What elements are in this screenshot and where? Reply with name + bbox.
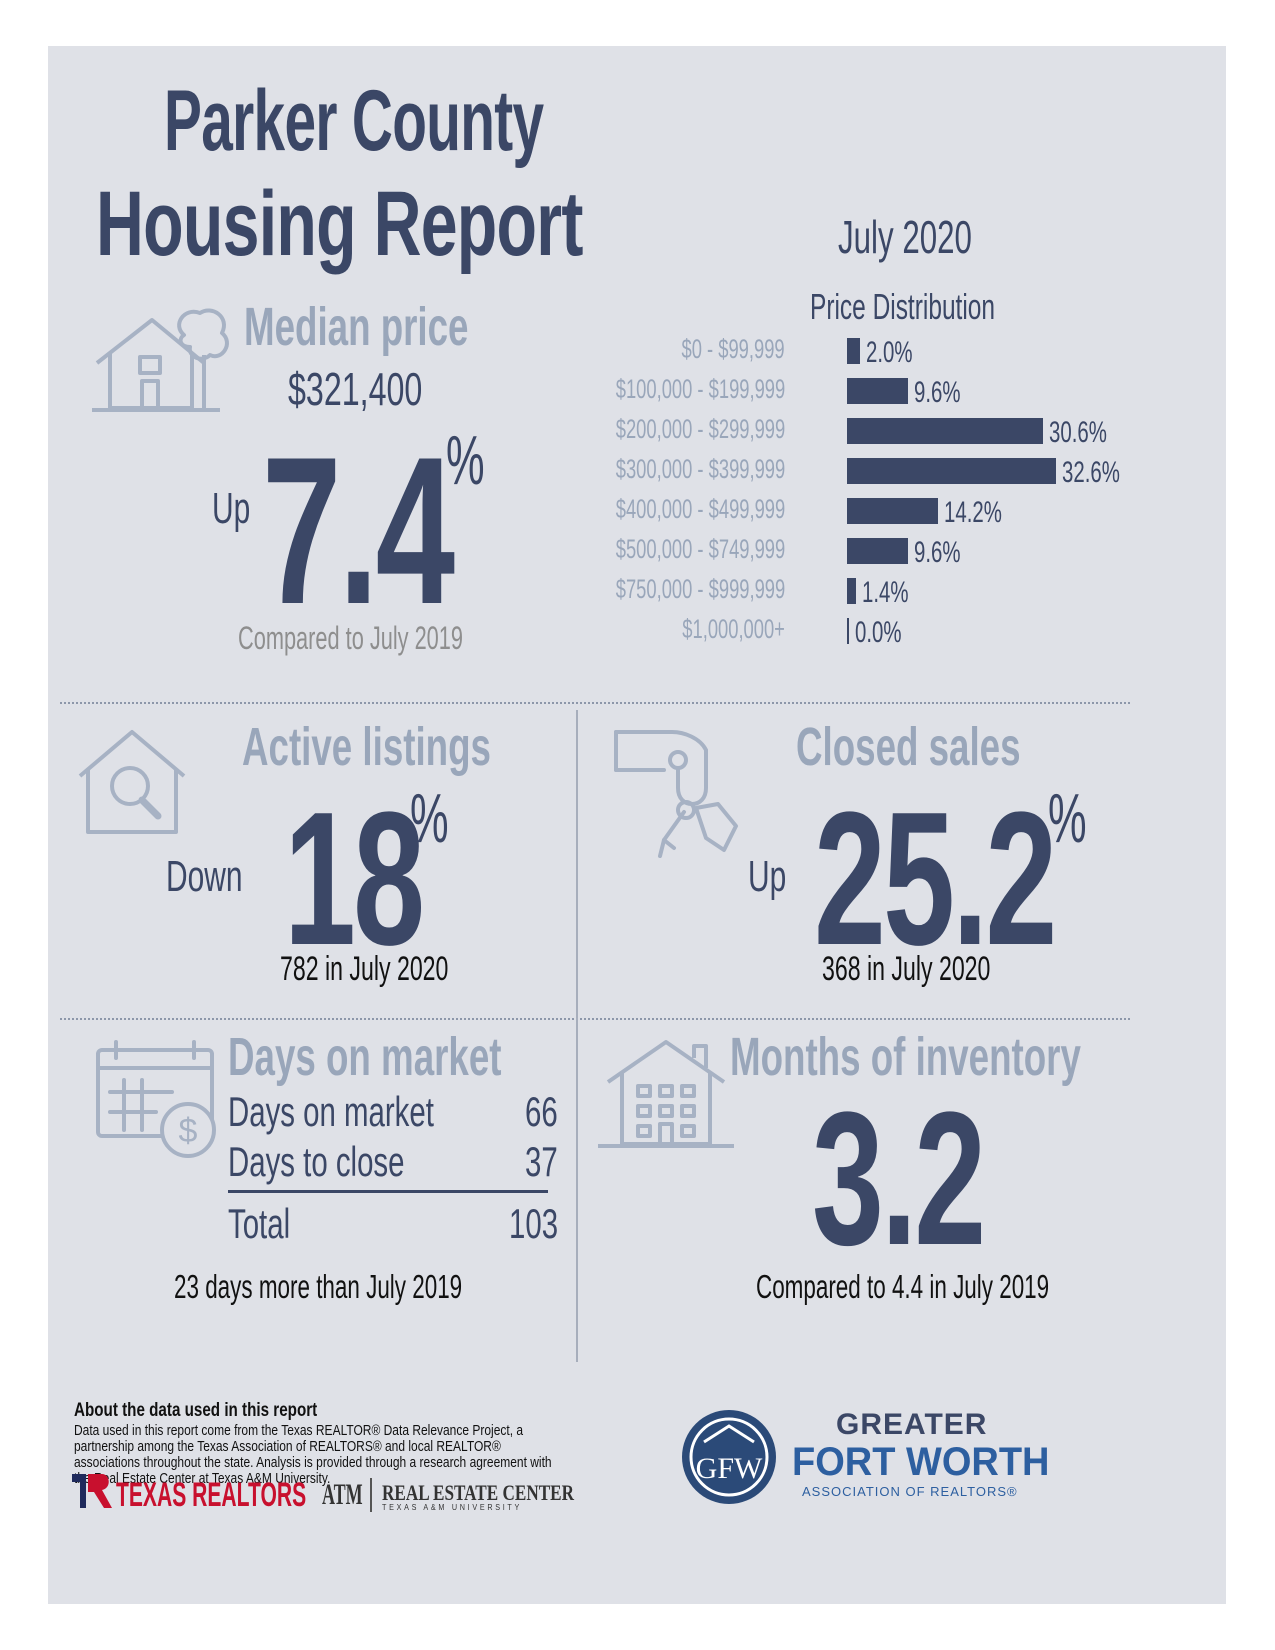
dom-row-label: Days on market	[228, 1088, 434, 1135]
dom-row-close: Days to close 37	[228, 1138, 558, 1186]
closed-direction: Up	[748, 852, 787, 901]
bar-row: $750,000 - $999,999 1.4%	[616, 574, 1200, 609]
bar-category-label: $0 - $99,999	[681, 334, 785, 364]
median-price-title: Median price	[244, 297, 469, 357]
bar-value-label: 9.6%	[914, 536, 961, 569]
bar	[847, 498, 938, 524]
house-tree-icon	[92, 308, 229, 412]
divider-middle	[60, 1018, 1130, 1020]
tamu-logo: ATM	[322, 1478, 363, 1511]
bar	[847, 338, 860, 364]
dom-note: 23 days more than July 2019	[174, 1268, 463, 1305]
svg-text:$: $	[179, 1112, 198, 1150]
dom-row-label: Days to close	[228, 1138, 405, 1185]
bar-row: $200,000 - $299,999 30.6%	[616, 414, 1200, 449]
bar-category-label: $750,000 - $999,999	[615, 574, 785, 604]
active-listings-title: Active listings	[242, 717, 491, 777]
apartment-building-icon	[598, 1040, 734, 1148]
closed-note: 368 in July 2020	[822, 950, 991, 988]
bar	[847, 618, 849, 644]
bar	[847, 458, 1056, 484]
gfw-logo-letters: GFW	[696, 1452, 763, 1485]
gfw-logo-line2: FORT WORTH	[792, 1440, 1050, 1484]
report-sheet	[48, 46, 1226, 1604]
gfw-logo-mark: GFW	[682, 1410, 776, 1504]
median-price-value: $321,400	[288, 363, 423, 415]
bar-value-label: 1.4%	[861, 576, 909, 609]
median-unit: %	[446, 421, 485, 499]
texas-realtors-logo-text: TEXAS REALTORS	[116, 1476, 307, 1514]
rec-logo-subtext: TEXAS A&M UNIVERSITY	[382, 1503, 523, 1512]
gfw-logo-line3: ASSOCIATION OF REALTORS®	[802, 1484, 1018, 1499]
rec-logo-text: REAL ESTATE CENTER	[382, 1480, 575, 1505]
closed-change: 25.2	[814, 773, 1057, 985]
bar-value-label: 14.2%	[943, 496, 1002, 529]
bar	[847, 418, 1043, 444]
closed-sales-title: Closed sales	[796, 717, 1021, 777]
closed-unit: %	[1048, 779, 1087, 857]
bar-category-label: $500,000 - $749,999	[615, 534, 785, 564]
median-direction: Up	[212, 484, 251, 533]
gfw-logo-line1: GREATER	[836, 1408, 988, 1441]
moi-note: Compared to 4.4 in July 2019	[756, 1268, 1050, 1305]
texas-realtors-logo-mark	[72, 1474, 112, 1508]
bar-value-label: 30.6%	[1048, 416, 1107, 449]
house-search-icon	[78, 730, 186, 834]
divider-vertical	[576, 710, 578, 1362]
median-change: 7.4	[262, 413, 455, 648]
bar	[847, 578, 856, 604]
active-direction: Down	[166, 852, 243, 901]
hand-keys-icon	[614, 730, 738, 858]
bar-value-label: 2.0%	[865, 336, 913, 369]
bar-value-label: 32.6%	[1061, 456, 1120, 489]
dom-row-market: Days on market 66	[228, 1088, 558, 1136]
report-month: July 2020	[838, 211, 972, 263]
bar	[847, 538, 909, 564]
bar-row: $100,000 - $199,999 9.6%	[616, 374, 1200, 409]
active-unit: %	[410, 779, 449, 857]
bar-category-label: $400,000 - $499,999	[615, 494, 785, 524]
bar-row: $400,000 - $499,999 14.2%	[616, 494, 1200, 529]
bar-row: $0 - $99,999 2.0%	[640, 334, 1200, 369]
dom-title: Days on market	[228, 1027, 502, 1087]
about-body: Data used in this report come from the T…	[74, 1422, 552, 1487]
dom-row-total: Total 103	[228, 1200, 558, 1248]
moi-title: Months of inventory	[730, 1027, 1081, 1087]
dom-row-value: 37	[525, 1138, 558, 1185]
bar-row: $1,000,000+ 0.0%	[640, 614, 1200, 649]
title-line2: Housing Report	[96, 173, 583, 275]
bar-category-label: $1,000,000+	[682, 614, 785, 644]
logo-separator	[370, 1478, 372, 1512]
moi-value: 3.2	[812, 1073, 986, 1285]
dom-total-value: 103	[508, 1200, 558, 1247]
bar-category-label: $100,000 - $199,999	[615, 374, 785, 404]
bar	[847, 378, 909, 404]
active-note: 782 in July 2020	[280, 950, 449, 988]
bar-category-label: $200,000 - $299,999	[615, 414, 785, 444]
title-line1: Parker County	[164, 73, 544, 169]
dom-total-rule	[228, 1190, 548, 1193]
bar-value-label: 0.0%	[855, 616, 902, 649]
calendar-dollar-icon: $	[96, 1040, 216, 1158]
median-comparison: Compared to July 2019	[238, 620, 463, 656]
about-heading: About the data used in this report	[74, 1400, 318, 1421]
bar-category-label: $300,000 - $399,999	[615, 454, 785, 484]
bar-row: $300,000 - $399,999 32.6%	[616, 454, 1200, 489]
bar-value-label: 9.6%	[914, 376, 961, 409]
divider-top	[60, 702, 1130, 704]
bar-row: $500,000 - $749,999 9.6%	[616, 534, 1200, 569]
dom-total-label: Total	[228, 1200, 291, 1247]
chart-title: Price Distribution	[810, 286, 996, 327]
dom-row-value: 66	[525, 1088, 558, 1135]
active-change: 18	[284, 773, 425, 985]
